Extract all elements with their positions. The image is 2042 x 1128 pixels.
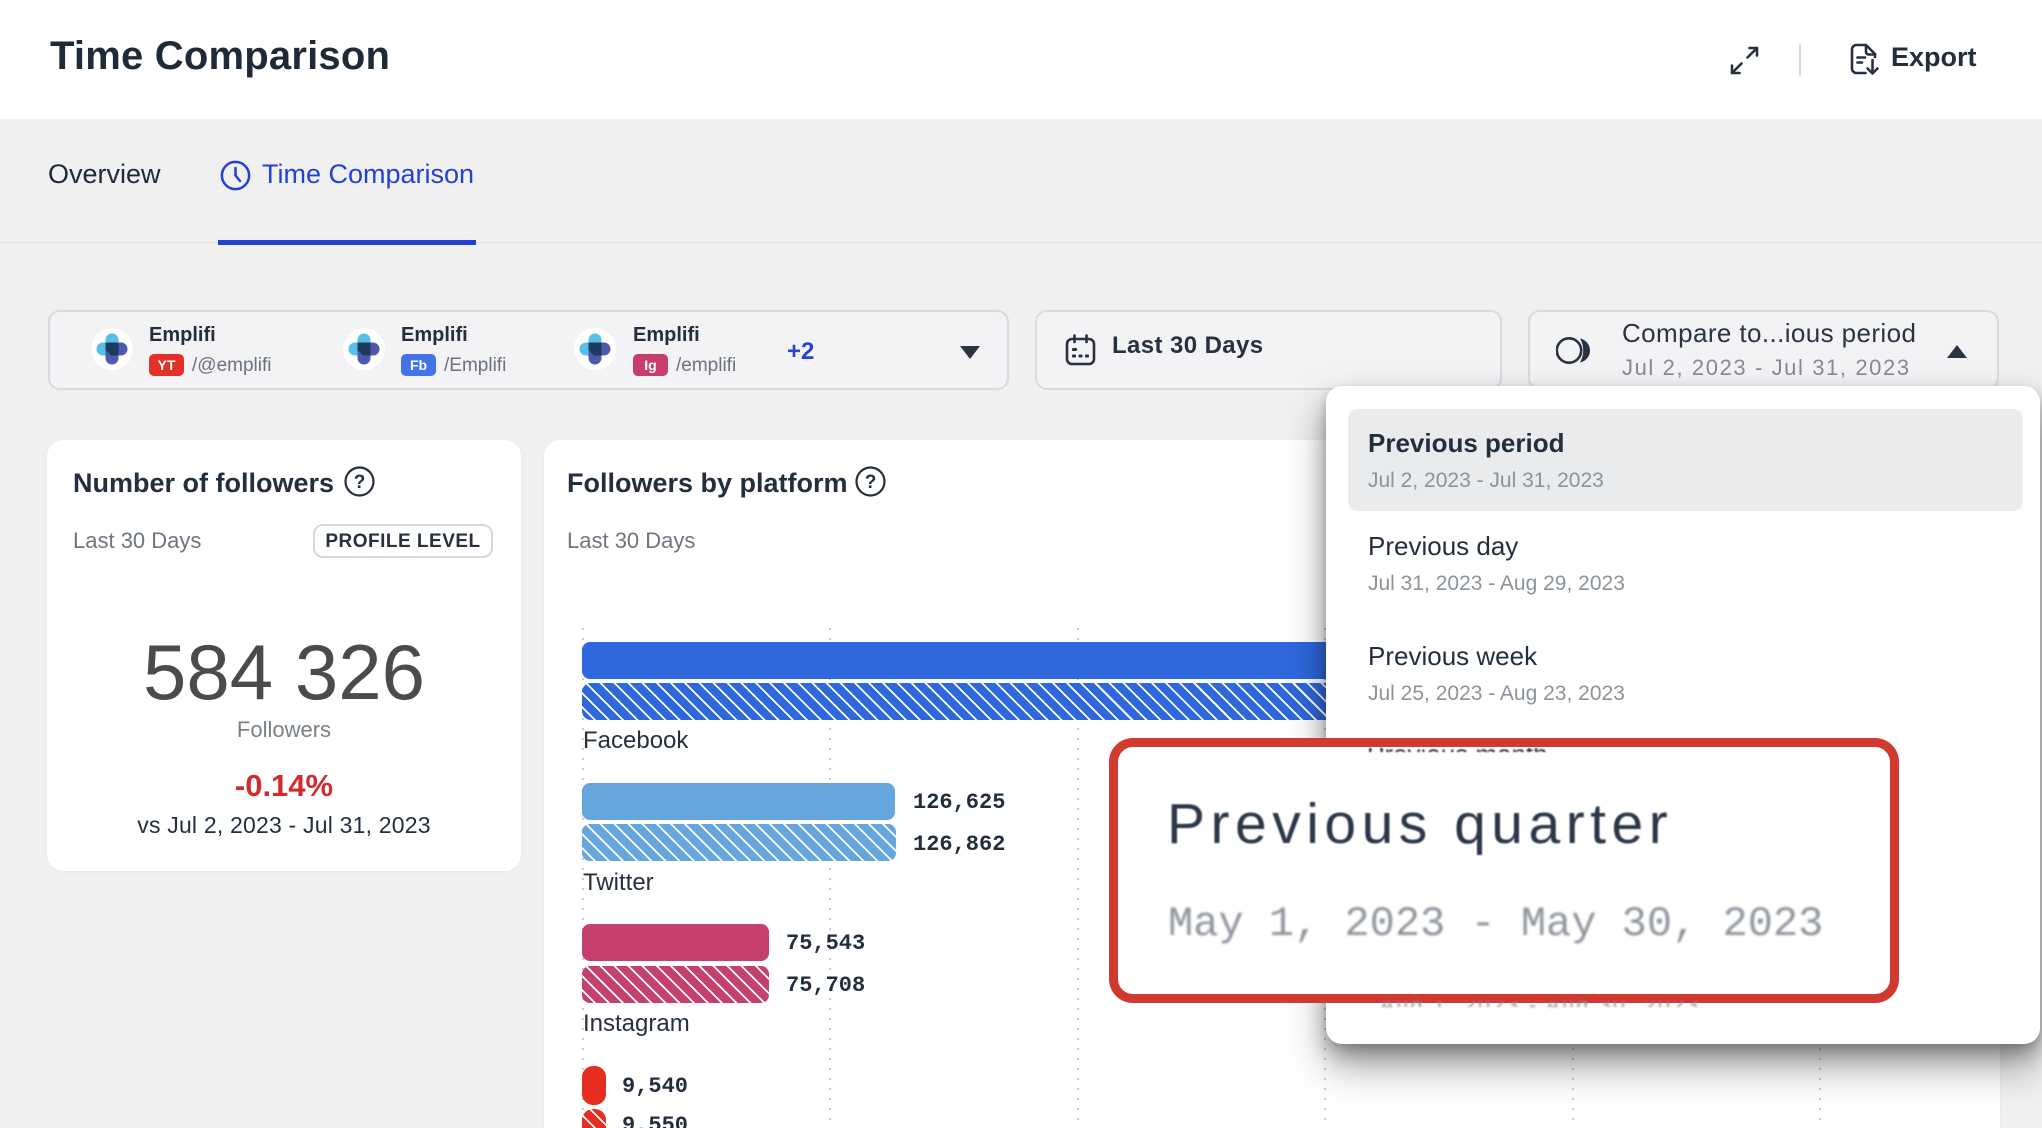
svg-text:?: ? <box>354 472 366 493</box>
svg-text:?: ? <box>865 472 877 493</box>
